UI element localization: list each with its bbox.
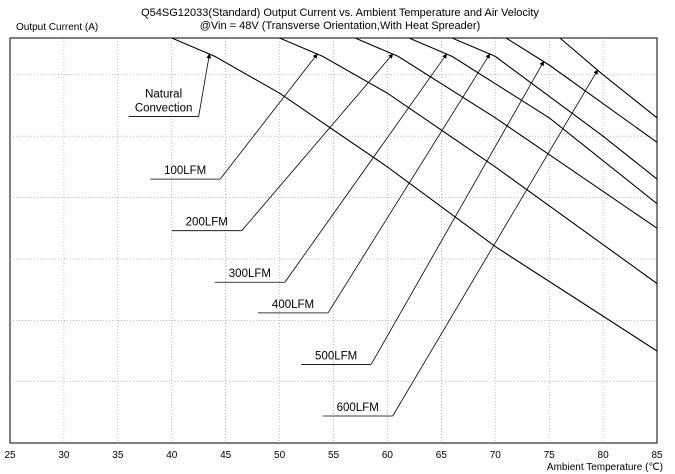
curve-label-text: Natural bbox=[145, 89, 182, 101]
curve-label: 600LFM bbox=[322, 69, 599, 417]
x-tick-label: 25 bbox=[4, 450, 16, 461]
curve-label: 400LFM bbox=[258, 53, 491, 314]
chart-subtitle: @Vin = 48V (Transverse Orientation,With … bbox=[200, 20, 480, 32]
leader-arrow bbox=[327, 53, 491, 314]
curve-label: 100LFM bbox=[150, 53, 318, 180]
curve-label: 500LFM bbox=[301, 60, 545, 365]
x-tick-label: 85 bbox=[651, 450, 663, 461]
x-tick-label: 70 bbox=[490, 450, 502, 461]
x-tick-labels: 25 30 35 40 45 50 55 60 65 70 75 80 85 bbox=[4, 450, 663, 461]
leader-arrow bbox=[198, 53, 212, 117]
leader-arrow bbox=[241, 53, 394, 231]
curve-line bbox=[10, 37, 658, 119]
curve-label-text: Convection bbox=[135, 103, 193, 115]
leader-arrow bbox=[370, 60, 545, 365]
curve-label-text: 200LFM bbox=[186, 217, 228, 229]
chart-title: Q54SG12033(Standard) Output Current vs. … bbox=[141, 7, 539, 19]
derating-curves bbox=[10, 37, 658, 352]
x-tick-label: 30 bbox=[58, 450, 70, 461]
curve-label-text: 600LFM bbox=[337, 402, 379, 414]
x-tick-label: 40 bbox=[166, 450, 178, 461]
x-tick-label: 50 bbox=[274, 450, 286, 461]
curve-label-text: 400LFM bbox=[272, 299, 314, 311]
plot-area bbox=[9, 37, 658, 444]
x-tick-label: 55 bbox=[328, 450, 340, 461]
x-tick-label: 45 bbox=[220, 450, 232, 461]
x-tick-label: 35 bbox=[112, 450, 124, 461]
curve-label: Natural Convection bbox=[128, 53, 212, 117]
leader-arrow bbox=[284, 53, 448, 283]
curve-label: 300LFM bbox=[214, 53, 448, 283]
leader-arrow bbox=[219, 53, 318, 180]
curve-label-text: 100LFM bbox=[164, 165, 206, 177]
y-axis-title: Output Current (A) bbox=[16, 22, 98, 33]
leader-arrow bbox=[392, 69, 599, 417]
curve-label: 200LFM bbox=[171, 53, 394, 232]
x-tick-label: 65 bbox=[436, 450, 448, 461]
curve-labels: Natural Convection 100LFM 200LFM 300LFM 400LF… bbox=[128, 53, 599, 417]
x-tick-label: 80 bbox=[598, 450, 610, 461]
x-axis-title: Ambient Temperature (℃) bbox=[547, 462, 663, 473]
curve-label-text: 500LFM bbox=[315, 350, 357, 362]
x-tick-label: 60 bbox=[382, 450, 394, 461]
curve-label-text: 300LFM bbox=[229, 268, 271, 280]
x-tick-label: 75 bbox=[544, 450, 556, 461]
